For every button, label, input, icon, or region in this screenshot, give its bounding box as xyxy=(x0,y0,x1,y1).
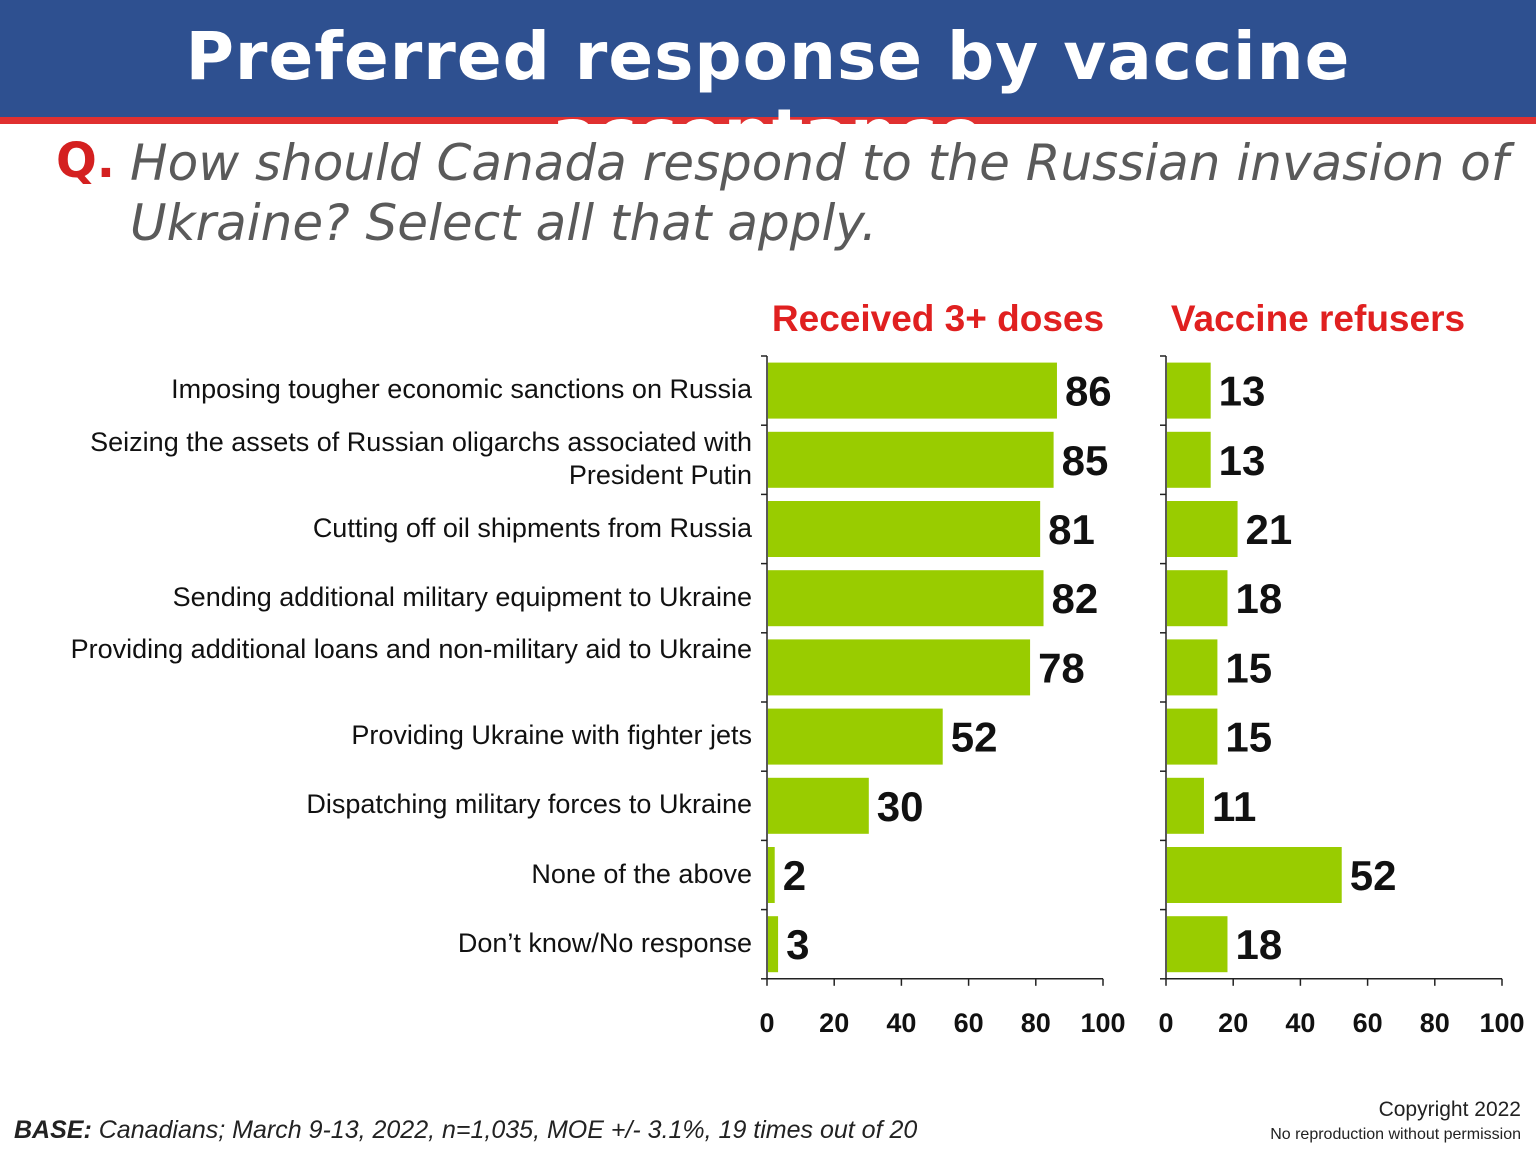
data-label: 81 xyxy=(1048,506,1095,553)
bar xyxy=(768,639,1031,696)
x-tick-label: 20 xyxy=(1218,1008,1248,1038)
bar xyxy=(1167,362,1211,419)
data-label: 15 xyxy=(1225,714,1272,761)
category-label: None of the above xyxy=(531,858,752,889)
question-text: How should Canada respond to the Russian… xyxy=(130,134,1509,252)
category-label: Sending additional military equipment to… xyxy=(172,581,752,612)
bar xyxy=(1167,777,1204,834)
category-label: Don’t know/No response xyxy=(457,927,752,958)
x-tick-label: 80 xyxy=(1420,1008,1450,1038)
category-label: Dispatching military forces to Ukraine xyxy=(306,789,752,820)
base-note: BASE: Canadians; March 9-13, 2022, n=1,0… xyxy=(14,1116,917,1145)
data-label: 21 xyxy=(1246,506,1293,553)
data-label: 18 xyxy=(1235,575,1282,622)
data-label: 13 xyxy=(1219,437,1266,484)
question-marker: Q. xyxy=(56,133,116,189)
panel-title-vaccine-refusers: Vaccine refusers xyxy=(1170,298,1466,339)
bar xyxy=(1167,431,1211,488)
data-label: 18 xyxy=(1235,921,1282,968)
no-reproduction-note: No reproduction without permission xyxy=(1270,1126,1521,1143)
x-tick-label: 60 xyxy=(1353,1008,1383,1038)
data-label: 30 xyxy=(877,783,924,830)
data-label: 15 xyxy=(1225,644,1272,691)
bar xyxy=(768,431,1054,488)
bar xyxy=(1167,570,1228,627)
x-tick-label: 20 xyxy=(819,1008,849,1038)
x-tick-label: 100 xyxy=(1479,1008,1524,1038)
bar xyxy=(768,501,1041,557)
category-label: Providing additional loans and non-milit… xyxy=(70,634,752,665)
bar xyxy=(1167,847,1342,903)
category-label: Imposing tougher economic sanctions on R… xyxy=(171,374,752,405)
bar xyxy=(768,777,869,834)
x-tick-label: 0 xyxy=(759,1008,774,1038)
base-label: BASE: xyxy=(14,1116,92,1144)
bar xyxy=(1167,639,1218,696)
x-tick-label: 0 xyxy=(1158,1008,1173,1038)
data-label: 85 xyxy=(1062,437,1109,484)
data-label: 3 xyxy=(786,921,809,968)
data-label: 2 xyxy=(783,852,806,899)
category-label: Providing Ukraine with fighter jets xyxy=(351,720,752,751)
data-label: 82 xyxy=(1052,575,1099,622)
x-tick-label: 40 xyxy=(886,1008,916,1038)
data-label: 52 xyxy=(951,714,998,761)
x-tick-label: 40 xyxy=(1285,1008,1315,1038)
panel-title-received-3-doses: Received 3+ doses xyxy=(771,298,1105,339)
data-label: 78 xyxy=(1038,644,1085,691)
bar xyxy=(1167,501,1238,557)
copyright: Copyright 2022 xyxy=(1378,1098,1521,1121)
data-label: 11 xyxy=(1212,783,1256,830)
header-bar xyxy=(0,0,1536,117)
category-label: Seizing the assets of Russian oligarchs … xyxy=(90,426,752,490)
x-tick-label: 60 xyxy=(954,1008,984,1038)
bar xyxy=(768,708,943,765)
bar xyxy=(768,847,775,903)
base-text: Canadians; March 9-13, 2022, n=1,035, MO… xyxy=(91,1116,918,1144)
category-label: Cutting off oil shipments from Russia xyxy=(312,512,752,543)
x-tick-label: 100 xyxy=(1080,1008,1125,1038)
x-tick-label: 80 xyxy=(1021,1008,1051,1038)
bar xyxy=(1167,916,1228,973)
page-title: Preferred response by vaccine acceptance xyxy=(185,18,1351,172)
bar xyxy=(1167,708,1218,765)
data-label: 52 xyxy=(1350,852,1397,899)
bar xyxy=(768,916,779,973)
header-accent-line xyxy=(0,117,1536,124)
data-label: 13 xyxy=(1219,368,1266,415)
bar xyxy=(768,362,1057,419)
bar xyxy=(768,570,1044,627)
data-label: 86 xyxy=(1065,368,1112,415)
